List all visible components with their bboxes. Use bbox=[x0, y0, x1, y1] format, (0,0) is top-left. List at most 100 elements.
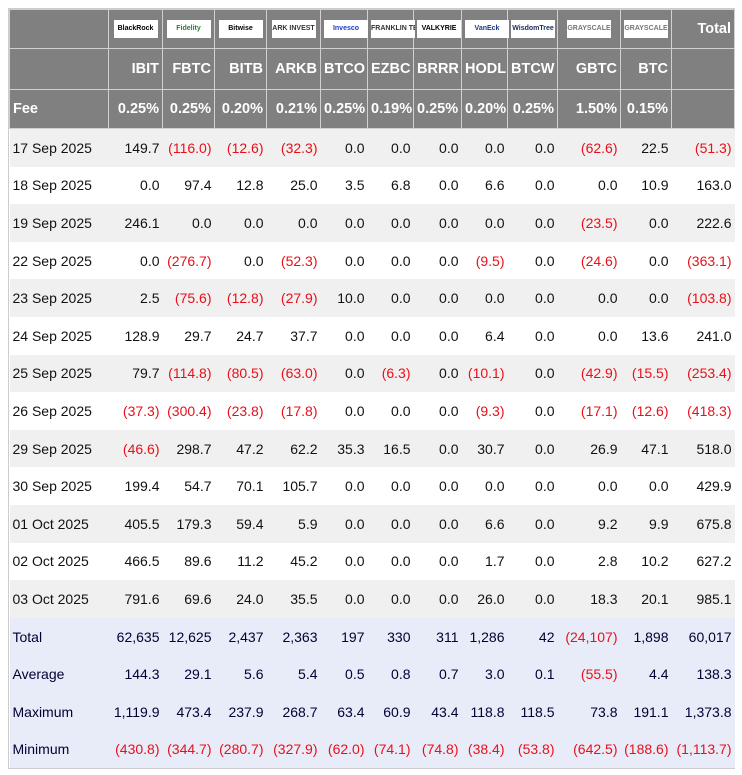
flow-cell: 0.0 bbox=[413, 279, 462, 317]
flow-cell: (6.3) bbox=[367, 354, 414, 393]
flow-cell: 63.4 bbox=[320, 692, 368, 731]
flow-cell: 0.0 bbox=[413, 580, 462, 618]
flow-cell: (62.0) bbox=[320, 730, 368, 769]
flow-cell: 0.8 bbox=[367, 655, 414, 693]
ticker-header: BTC bbox=[620, 48, 672, 90]
flow-cell: (55.5) bbox=[557, 655, 621, 693]
flow-cell: (52.3) bbox=[266, 241, 321, 280]
table-row: 17 Sep 2025 149.7 (116.0) (12.6) (32.3) 0.0 0.… bbox=[9, 128, 735, 167]
flow-cell: 10.9 bbox=[620, 166, 672, 205]
table-row: Total 62,635 12,625 2,437 2,363 197 330 311 1,28… bbox=[9, 617, 735, 656]
flow-cell: (24.6) bbox=[557, 241, 621, 280]
fund-logo-cell: Invesco bbox=[320, 9, 368, 49]
btc-issuer-logo: GRAYSCALE bbox=[624, 20, 668, 38]
row-total-cell: 241.0 bbox=[671, 316, 735, 355]
bitb-issuer-logo: Bitwise bbox=[218, 20, 263, 38]
row-label: 26 Sep 2025 bbox=[9, 392, 109, 430]
flow-cell: 0.0 bbox=[507, 504, 558, 543]
flow-cell: 0.0 bbox=[557, 279, 621, 317]
flow-cell: 10.2 bbox=[620, 542, 672, 581]
flow-cell: 0.0 bbox=[367, 279, 414, 317]
fee-value: 0.25% bbox=[413, 89, 462, 129]
ezbc-issuer-logo: FRANKLIN TEMPLETON bbox=[371, 20, 415, 38]
table-row: 24 Sep 2025 128.9 29.7 24.7 37.7 0.0 0.0 0.0 6.4… bbox=[9, 316, 735, 355]
ticker-row: IBIT FBTC BITB ARKB BTCO EZBC BRRR HODL BTCW GBTC… bbox=[9, 48, 735, 90]
flow-cell: 0.0 bbox=[507, 204, 558, 242]
table-row: 30 Sep 2025 199.4 54.7 70.1 105.7 0.0 0.0 0.0 0.… bbox=[9, 467, 735, 505]
flow-cell: 0.0 bbox=[367, 204, 414, 242]
row-label: Maximum bbox=[9, 692, 109, 731]
flow-cell: 13.6 bbox=[620, 316, 672, 355]
flow-cell: 0.0 bbox=[557, 166, 621, 205]
flow-cell: (300.4) bbox=[162, 392, 215, 430]
flow-cell: (24,107) bbox=[557, 617, 621, 656]
flow-cell: 105.7 bbox=[266, 467, 321, 505]
flow-cell: 0.0 bbox=[367, 241, 414, 280]
flow-cell: 0.0 bbox=[367, 580, 414, 618]
flow-cell: 97.4 bbox=[162, 166, 215, 205]
fee-value: 0.19% bbox=[367, 89, 414, 129]
hodl-issuer-logo: VanEck bbox=[465, 20, 509, 38]
table-row: 19 Sep 2025 246.1 0.0 0.0 0.0 0.0 0.0 0.0 0.0 0.0… bbox=[9, 204, 735, 242]
fund-logo-cell: ARK INVEST bbox=[266, 9, 321, 49]
flow-cell: 0.0 bbox=[413, 354, 462, 393]
flow-cell: (42.9) bbox=[557, 354, 621, 393]
flow-cell: (32.3) bbox=[266, 128, 321, 167]
flow-cell: (12.6) bbox=[620, 392, 672, 430]
row-total-cell: (51.3) bbox=[671, 128, 735, 167]
flow-cell: 6.6 bbox=[461, 504, 508, 543]
etf-flow-table-container: BlackRock Fidelity Bitwise ARK INVEST Invesc… bbox=[8, 8, 735, 770]
flow-cell: 0.0 bbox=[367, 128, 414, 167]
flow-cell: 0.0 bbox=[507, 166, 558, 205]
flow-cell: 60.9 bbox=[367, 692, 414, 731]
flow-cell: 5.6 bbox=[214, 655, 267, 693]
flow-cell: 0.0 bbox=[413, 542, 462, 581]
flow-cell: 0.0 bbox=[108, 166, 163, 205]
flow-cell: 0.0 bbox=[507, 241, 558, 280]
flow-cell: 0.0 bbox=[413, 392, 462, 430]
ticker-header: ARKB bbox=[266, 48, 321, 90]
flow-cell: 59.4 bbox=[214, 504, 267, 543]
row-label: 01 Oct 2025 bbox=[9, 504, 109, 543]
flow-cell: 0.0 bbox=[507, 279, 558, 317]
flow-cell: 26.9 bbox=[557, 429, 621, 468]
flow-cell: 0.0 bbox=[413, 166, 462, 205]
flow-cell: (37.3) bbox=[108, 392, 163, 430]
flow-cell: 0.7 bbox=[413, 655, 462, 693]
fee-value: 0.20% bbox=[214, 89, 267, 129]
flow-cell: 405.5 bbox=[108, 504, 163, 543]
ibit-issuer-logo: BlackRock bbox=[113, 20, 158, 38]
flow-cell: 0.0 bbox=[320, 241, 368, 280]
row-label: 19 Sep 2025 bbox=[9, 204, 109, 242]
flow-cell: (27.9) bbox=[266, 279, 321, 317]
fee-label: Fee bbox=[9, 89, 109, 129]
row-total-cell: 675.8 bbox=[671, 504, 735, 543]
flow-cell: (344.7) bbox=[162, 730, 215, 769]
flow-cell: 12.8 bbox=[214, 166, 267, 205]
flow-cell: 0.0 bbox=[367, 467, 414, 505]
flow-cell: 42 bbox=[507, 617, 558, 656]
table-row: Maximum 1,119.9 473.4 237.9 268.7 63.4 60.9 43.… bbox=[9, 692, 735, 731]
flow-cell: 6.8 bbox=[367, 166, 414, 205]
row-label: 03 Oct 2025 bbox=[9, 580, 109, 618]
flow-cell: 0.0 bbox=[620, 204, 672, 242]
flow-cell: (80.5) bbox=[214, 354, 267, 393]
flow-cell: 118.8 bbox=[461, 692, 508, 731]
row-label: 18 Sep 2025 bbox=[9, 166, 109, 205]
flow-cell: 149.7 bbox=[108, 128, 163, 167]
flow-cell: 0.0 bbox=[507, 354, 558, 393]
table-row: Average 144.3 29.1 5.6 5.4 0.5 0.8 0.7 3.0 0.1 (55… bbox=[9, 655, 735, 693]
flow-cell: 3.5 bbox=[320, 166, 368, 205]
flow-cell: (46.6) bbox=[108, 429, 163, 468]
flow-cell: (642.5) bbox=[557, 730, 621, 769]
flow-cell: 29.7 bbox=[162, 316, 215, 355]
flow-cell: 47.1 bbox=[620, 429, 672, 468]
flow-cell: 0.0 bbox=[461, 128, 508, 167]
flow-cell: 2,363 bbox=[266, 617, 321, 656]
flow-cell: 0.0 bbox=[557, 467, 621, 505]
flow-cell: 0.0 bbox=[320, 316, 368, 355]
ticker-header: EZBC bbox=[367, 48, 414, 90]
flow-cell: 0.0 bbox=[320, 504, 368, 543]
flow-cell: 6.4 bbox=[461, 316, 508, 355]
flow-cell: 0.0 bbox=[367, 316, 414, 355]
